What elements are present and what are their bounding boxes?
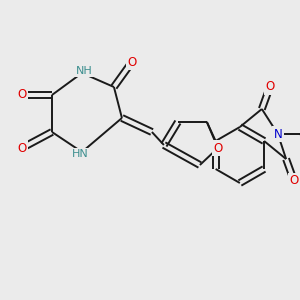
Text: N: N — [274, 128, 282, 140]
Text: O: O — [290, 175, 299, 188]
Text: NH: NH — [76, 66, 92, 76]
Text: O: O — [127, 56, 136, 68]
Text: O: O — [213, 142, 223, 154]
Text: HN: HN — [72, 149, 88, 159]
Text: O: O — [17, 88, 27, 101]
Text: O: O — [17, 142, 27, 154]
Text: O: O — [265, 80, 274, 94]
